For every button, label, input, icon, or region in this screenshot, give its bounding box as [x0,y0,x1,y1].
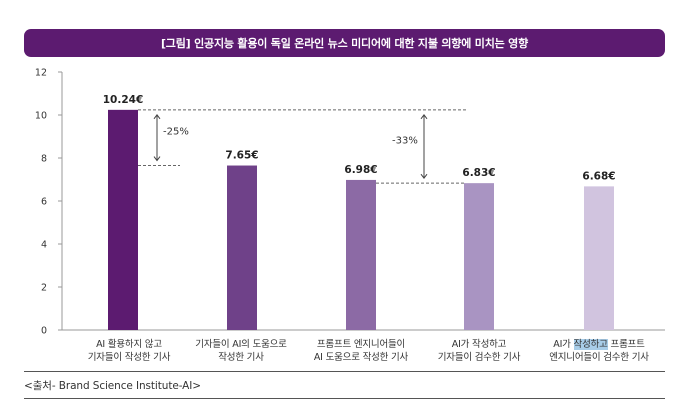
arrow-25-head-down [153,156,161,162]
category-label-5: AI가 작성하고 프롬프트 엔지니어들이 검수한 기사 [534,338,664,364]
category-label-4: AI가 작성하고 기자들이 검수한 기사 [414,338,544,364]
category-label-3-line2: AI 도움으로 작성한 기사 [313,352,409,363]
y-tick-label-12: 12 [35,68,47,79]
value-label-3: 6.98€ [344,164,377,176]
category-label-4-line2: 기자들이 검수한 기사 [437,352,521,363]
bar-2 [227,165,257,330]
bar-5 [584,186,614,330]
category-label-1-line2: 기자들이 작성한 기사 [87,352,171,363]
arrow-25-head-up [153,114,161,120]
bar-chart: 0 2 4 6 8 10 12 10.24€ 7.65€ 6.98€ 6.83€ 6.68€ -25% -… [35,68,665,337]
value-label-1: 10.24€ [103,94,144,106]
value-label-5: 6.68€ [582,170,615,182]
category-label-1: AI 활용하지 않고 기자들이 작성한 기사 [64,338,194,364]
value-label-2: 7.65€ [225,150,258,162]
chart-title: [그림] 인공지능 활용이 독일 온라인 뉴스 미디어에 대한 지불 의향에 미… [160,37,529,50]
category-label-2: 기자들이 AI의 도움으로 작성한 기사 [176,338,306,364]
category-label-1-line1: AI 활용하지 않고 [96,339,162,350]
y-tick-label-2: 2 [41,283,47,294]
y-tick-label-4: 4 [41,240,47,251]
category-label-4-line1: AI가 작성하고 [451,339,507,350]
category-label-3: 프롬프트 엔지니어들이 AI 도움으로 작성한 기사 [296,338,426,364]
category-label-5-line1b: 프롬프트 [607,339,645,350]
category-label-3-line1: 프롬프트 엔지니어들이 [316,339,406,350]
category-label-2-line2: 작성한 기사 [218,352,264,363]
chart-title-bar: [그림] 인공지능 활용이 독일 온라인 뉴스 미디어에 대한 지불 의향에 미… [24,29,665,57]
arrow-33-head-down [420,173,428,179]
category-label-5-line1a: AI가 [553,339,574,350]
value-label-4: 6.83€ [462,167,495,179]
arrow-25-label: -25% [163,127,189,138]
y-tick-label-6: 6 [41,197,47,208]
bar-1 [108,109,138,330]
bar-3 [346,179,376,330]
bar-4 [464,183,494,330]
arrow-33-head-up [420,114,428,120]
separator-bottom [24,398,665,399]
category-label-2-line1: 기자들이 AI의 도움으로 [195,339,287,350]
separator-top [24,371,665,372]
y-tick-label-8: 8 [41,154,47,165]
y-tick-label-0: 0 [41,326,47,337]
category-label-5-highlight: 작성하고 [573,339,608,350]
category-label-5-line2: 엔지니어들이 검수한 기사 [549,352,649,363]
source-note: <출처- Brand Science Institute-AI> [24,380,201,392]
y-tick-label-10: 10 [35,111,47,122]
arrow-33-label: -33% [392,135,418,146]
